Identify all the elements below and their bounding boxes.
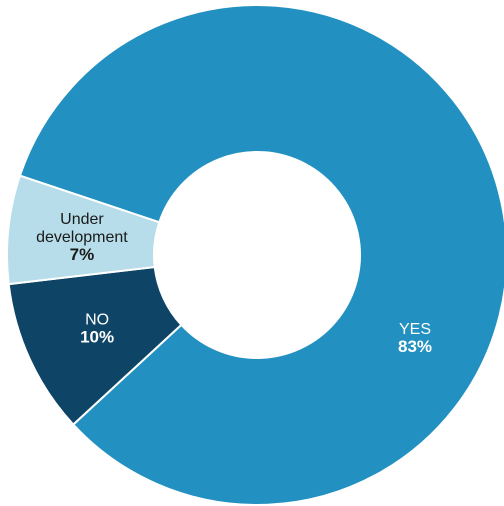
value-label-under-development: 7% — [70, 245, 95, 264]
value-label-no: 10% — [80, 328, 114, 347]
label-no: NO — [85, 312, 109, 329]
slice-under-development — [6, 174, 161, 286]
value-label-yes: 83% — [398, 337, 432, 356]
label-under-development-line-1: Under — [60, 211, 104, 228]
slice-yes — [18, 4, 504, 506]
label-under-development-line-2: development — [36, 229, 128, 246]
label-yes: YES — [399, 321, 431, 338]
donut-slices — [6, 4, 504, 506]
